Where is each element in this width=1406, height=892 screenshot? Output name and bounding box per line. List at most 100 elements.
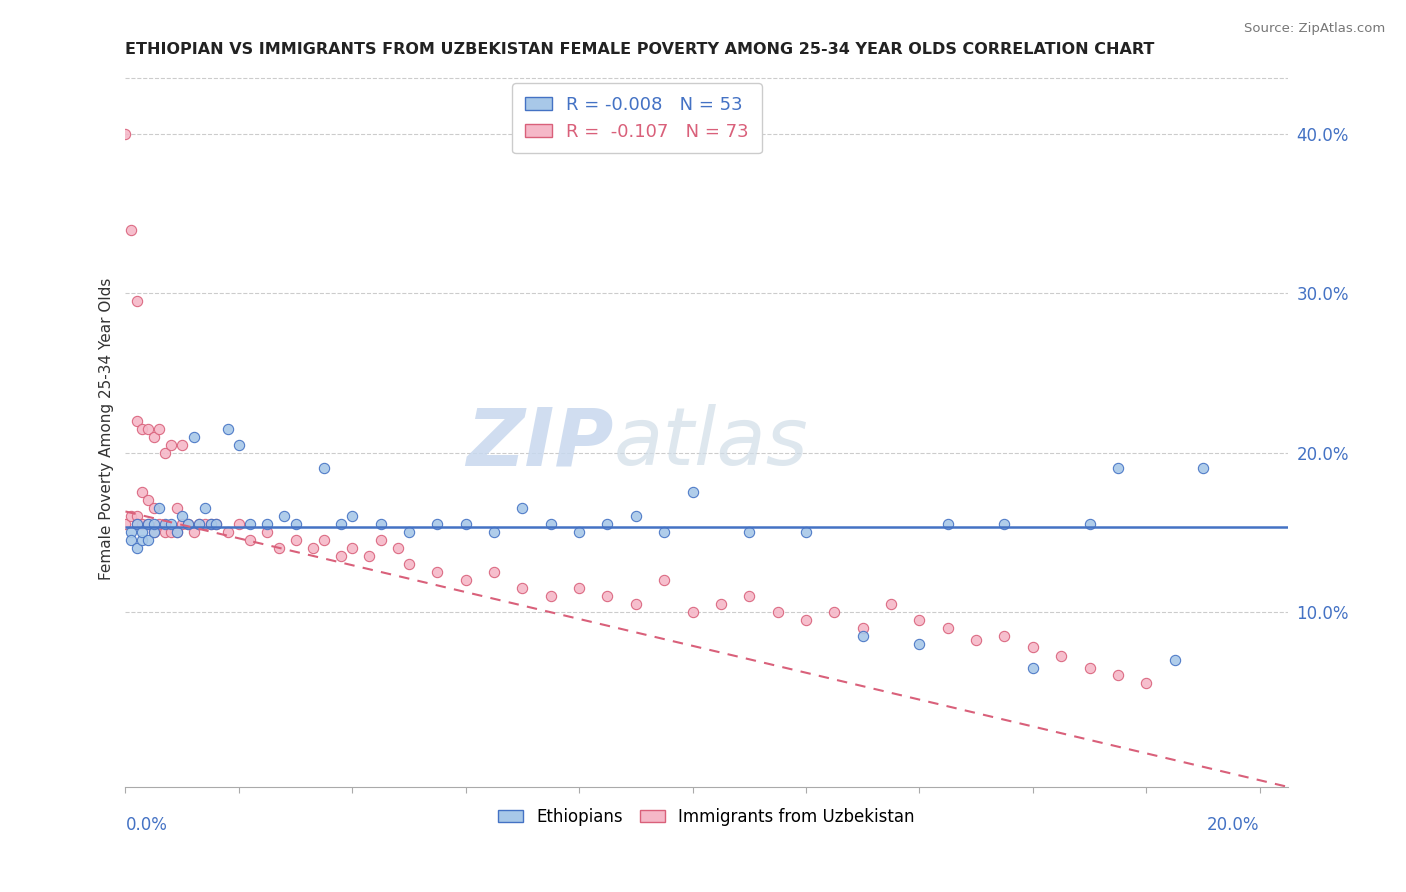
Point [120,509,142,524]
Point [1050,649,1073,664]
Point [166,525,188,540]
Point [228,517,250,532]
Point [936,517,959,532]
Legend: Ethiopians, Immigrants from Uzbekistan: Ethiopians, Immigrants from Uzbekistan [492,801,921,832]
Point [1022,660,1045,674]
Point [370,517,392,532]
Point [166,525,188,540]
Point [823,605,845,619]
Point [136,533,159,548]
Point [426,565,449,579]
Point [652,573,675,587]
Point [256,517,278,532]
Point [131,485,153,500]
Point [738,589,761,603]
Point [239,533,262,548]
Point [125,414,148,428]
Point [908,613,931,627]
Text: ETHIOPIAN VS IMMIGRANTS FROM UZBEKISTAN FEMALE POVERTY AMONG 25-34 YEAR OLDS COR: ETHIOPIAN VS IMMIGRANTS FROM UZBEKISTAN … [125,42,1154,57]
Point [880,597,903,611]
Point [624,509,647,524]
Point [1192,461,1215,475]
Point [596,589,619,603]
Point [160,525,183,540]
Point [153,525,176,540]
Point [284,517,307,532]
Point [120,533,142,548]
Point [148,422,170,436]
Point [284,533,307,548]
Point [738,525,761,540]
Point [273,509,295,524]
Point [387,541,409,555]
Point [512,581,534,595]
Point [624,597,647,611]
Point [301,541,323,555]
Point [142,517,165,532]
Point [993,517,1015,532]
Point [120,222,142,236]
Point [125,294,148,309]
Point [172,437,194,451]
Point [125,509,148,524]
Point [398,525,420,540]
Point [205,517,228,532]
Point [359,549,381,563]
Point [426,517,449,532]
Point [596,517,619,532]
Point [172,509,194,524]
Point [1107,461,1129,475]
Point [194,517,217,532]
Point [256,525,278,540]
Text: 0.0%: 0.0% [125,815,167,834]
Point [125,541,148,555]
Point [267,541,290,555]
Point [312,533,335,548]
Point [188,517,211,532]
Point [482,525,505,540]
Point [183,525,205,540]
Point [936,621,959,635]
Point [852,621,875,635]
Point [370,533,392,548]
Point [540,589,562,603]
Point [330,517,353,532]
Point [153,445,176,459]
Point [114,517,136,532]
Point [160,437,183,451]
Point [200,517,222,532]
Point [1022,640,1045,654]
Point [454,573,477,587]
Point [710,597,733,611]
Point [142,525,165,540]
Point [205,517,228,532]
Point [148,501,170,516]
Text: atlas: atlas [614,404,808,482]
Point [194,501,217,516]
Point [217,525,239,540]
Text: ZIP: ZIP [467,404,614,482]
Point [142,430,165,444]
Text: Source: ZipAtlas.com: Source: ZipAtlas.com [1244,22,1385,36]
Point [177,517,200,532]
Text: 20.0%: 20.0% [1208,815,1260,834]
Point [136,422,159,436]
Point [342,509,364,524]
Point [136,493,159,508]
Point [172,517,194,532]
Point [342,541,364,555]
Point [200,517,222,532]
Point [142,501,165,516]
Point [766,605,789,619]
Point [794,613,817,627]
Point [153,517,176,532]
Point [398,557,420,571]
Point [239,517,262,532]
Point [1163,652,1185,666]
Point [177,517,200,532]
Point [1078,660,1101,674]
Point [131,422,153,436]
Point [1078,517,1101,532]
Point [454,517,477,532]
Point [131,517,153,532]
